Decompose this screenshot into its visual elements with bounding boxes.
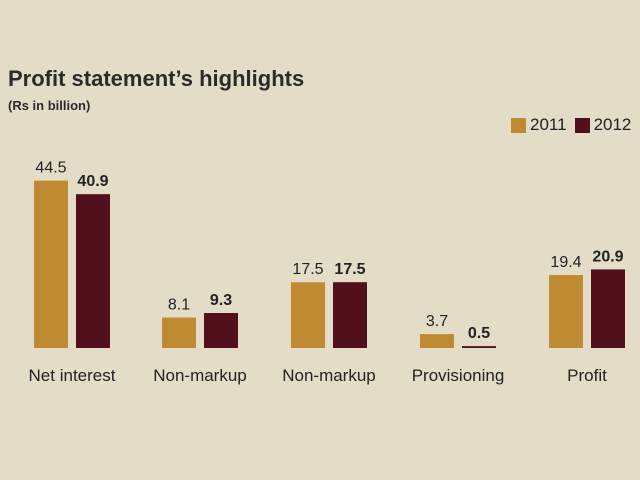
bar-2012-3 xyxy=(462,346,496,348)
legend-item-2011: 2011 xyxy=(511,115,567,135)
bar-2011-4 xyxy=(549,275,583,348)
category-label-0: Net interest xyxy=(29,366,116,385)
data-label-2012-4: 20.9 xyxy=(592,248,623,265)
legend-label-2012: 2012 xyxy=(593,115,632,134)
chart-subtitle: (Rs in billion) xyxy=(8,98,91,113)
bar-2012-4 xyxy=(591,269,625,348)
data-label-2011-4: 19.4 xyxy=(550,254,581,271)
data-label-2011-3: 3.7 xyxy=(426,313,448,330)
bar-2011-1 xyxy=(162,317,196,348)
legend-item-2012: 2012 xyxy=(574,115,632,135)
category-label-3: Provisioning xyxy=(412,366,505,385)
legend-swatch-2012 xyxy=(574,117,590,133)
category-label-4: Profit xyxy=(567,366,607,385)
bar-2011-3 xyxy=(420,334,454,348)
chart-title: Profit statement’s highlights xyxy=(8,66,305,91)
bar-2012-0 xyxy=(76,194,110,348)
legend: 2011 2012 xyxy=(511,115,631,135)
bar-2011-2 xyxy=(291,282,325,348)
category-label-1: Non-markup xyxy=(153,366,247,385)
data-label-2011-0: 44.5 xyxy=(35,160,66,177)
legend-label-2011: 2011 xyxy=(530,115,567,134)
data-label-2011-1: 8.1 xyxy=(168,297,190,314)
bar-2011-0 xyxy=(34,180,68,348)
data-label-2011-2: 17.5 xyxy=(292,261,323,278)
data-label-2012-1: 9.3 xyxy=(210,292,232,309)
data-label-2012-0: 40.9 xyxy=(77,173,108,190)
data-label-2012-3: 0.5 xyxy=(468,325,490,342)
legend-swatch-2011 xyxy=(511,117,526,133)
bar-2012-2 xyxy=(333,282,367,348)
data-label-2012-2: 17.5 xyxy=(334,261,365,278)
category-label-2: Non-markup xyxy=(282,366,376,385)
bar-2012-1 xyxy=(204,313,238,348)
